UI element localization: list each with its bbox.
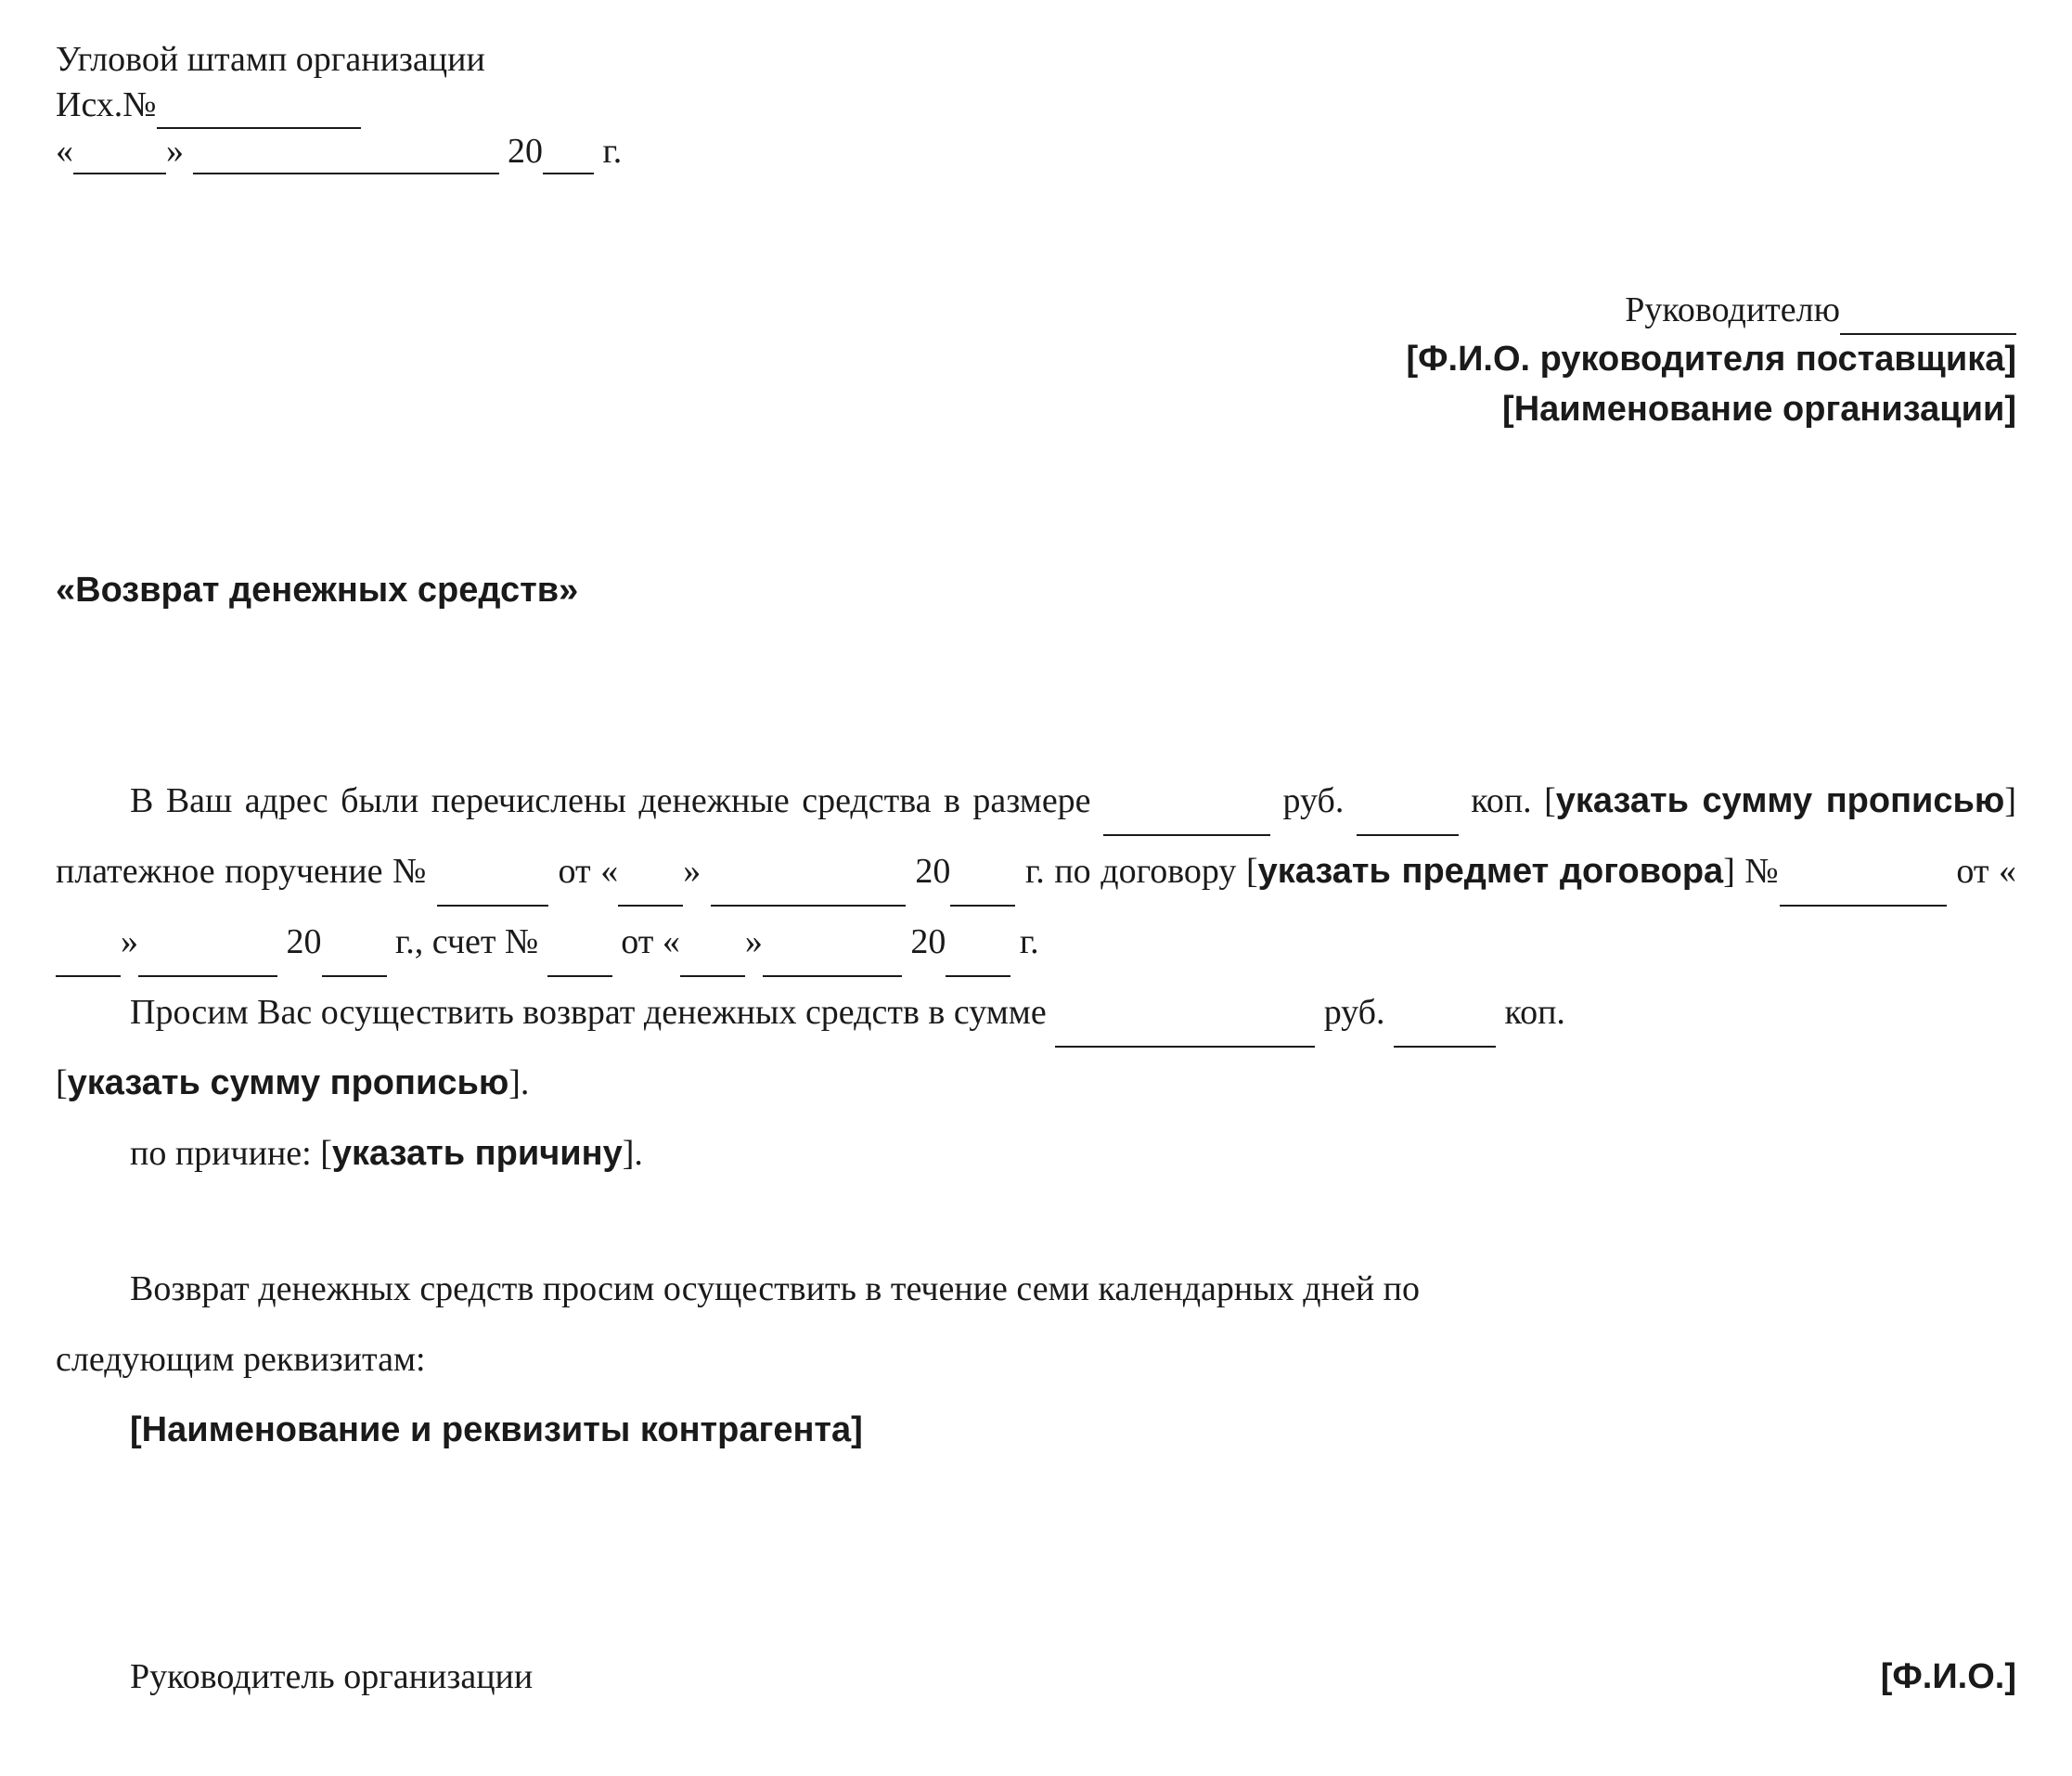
year-g: г. <box>594 132 622 171</box>
subject: «Возврат денежных средств» <box>56 564 2016 617</box>
signature-row: Руководитель организации [Ф.И.О.] <box>56 1651 2016 1704</box>
year-blank[interactable] <box>543 135 594 174</box>
amount-rub-blank[interactable] <box>1103 797 1270 836</box>
p1-cq3: » <box>745 922 763 961</box>
to-line: Руководителю <box>56 286 2016 335</box>
sum-words-placeholder: указать сумму прописью <box>1556 781 2005 820</box>
p1-inv: г., счет № <box>387 922 547 961</box>
p1-ot1: от « <box>548 852 618 891</box>
contract-num-blank[interactable] <box>1780 868 1947 907</box>
year-20: 20 <box>499 132 544 171</box>
p3-suffix: ]. <box>623 1134 643 1173</box>
paragraph-2: Просим Вас осуществить возврат денежных … <box>56 977 2016 1048</box>
refund-kop-blank[interactable] <box>1394 1009 1496 1048</box>
close-quote: » <box>166 132 184 171</box>
reason-placeholder: указать причину <box>332 1134 623 1173</box>
recipient-block: Руководителю [Ф.И.О. руководителя постав… <box>56 286 2016 434</box>
signer-role: Руководитель организации <box>130 1651 533 1704</box>
ref-number-blank[interactable] <box>157 90 361 129</box>
signer-fio: [Ф.И.О.] <box>1881 1651 2016 1704</box>
day-blank[interactable] <box>73 135 166 174</box>
p1-cq1: » <box>683 852 711 891</box>
contract-day-blank[interactable] <box>56 938 121 977</box>
paragraph-4b: следующим реквизитам: <box>56 1324 2016 1395</box>
contract-year-blank[interactable] <box>322 938 387 977</box>
po-day-blank[interactable] <box>618 868 683 907</box>
p2-rub: руб. <box>1315 993 1394 1032</box>
recipient-fio: [Ф.И.О. руководителя поставщика] <box>56 335 2016 384</box>
p2-close: ]. <box>508 1063 529 1102</box>
month-blank[interactable] <box>193 135 499 174</box>
paragraph-4a: Возврат денежных средств просим осуществ… <box>56 1254 2016 1324</box>
refund-rub-blank[interactable] <box>1055 1009 1315 1048</box>
recipient-org: [Наименование организации] <box>56 385 2016 434</box>
po-year-blank[interactable] <box>950 868 1015 907</box>
p2-kop: коп. <box>1496 993 1565 1032</box>
amount-kop-blank[interactable] <box>1357 797 1459 836</box>
po-month-blank[interactable] <box>711 868 906 907</box>
p1-ot3: от « <box>612 922 680 961</box>
paragraph-2b: [указать сумму прописью]. <box>56 1048 2016 1118</box>
p1-cnum: ] № <box>1723 852 1780 891</box>
paragraph-3: по причине: [указать причину]. <box>56 1118 2016 1189</box>
p1-y20-1: 20 <box>906 852 951 891</box>
outgoing-ref-line: Исх.№ <box>56 83 2016 128</box>
p1-y20-2: 20 <box>277 922 322 961</box>
to-label: Руководителю <box>1625 290 1840 329</box>
stamp-label: Угловой штамп организации <box>56 37 2016 83</box>
invoice-num-blank[interactable] <box>547 938 612 977</box>
p2-t1: Просим Вас осуществить возврат денежных … <box>130 993 1055 1032</box>
p1-ot2: от « <box>1947 852 2016 891</box>
to-blank[interactable] <box>1840 297 2016 336</box>
paragraph-1: В Ваш адрес были перечислены денежные ср… <box>56 766 2016 977</box>
refund-sum-words-placeholder: указать сумму прописью <box>68 1063 509 1102</box>
p1-yend1: г. по договору [ <box>1015 852 1257 891</box>
p3-prefix: по причине: [ <box>130 1134 332 1173</box>
open-quote: « <box>56 132 73 171</box>
invoice-month-blank[interactable] <box>763 938 902 977</box>
p1-y20-3: 20 <box>902 922 946 961</box>
invoice-year-blank[interactable] <box>946 938 1010 977</box>
ref-prefix: Исх.№ <box>56 85 157 124</box>
p2-open: [ <box>56 1063 68 1102</box>
p1-end: г. <box>1010 922 1038 961</box>
contract-month-blank[interactable] <box>138 938 277 977</box>
kop-label: коп. [ <box>1459 781 1556 820</box>
invoice-day-blank[interactable] <box>680 938 745 977</box>
p1-cq2: » <box>121 922 138 961</box>
payment-order-num-blank[interactable] <box>437 868 548 907</box>
letterhead-header: Угловой штамп организации Исх.№ « » 20 г. <box>56 37 2016 174</box>
paragraph-5: [Наименование и реквизиты контрагента] <box>56 1395 2016 1465</box>
body-text: В Ваш адрес были перечислены денежные ср… <box>56 766 2016 1465</box>
date-line: « » 20 г. <box>56 129 2016 174</box>
rub-label: руб. <box>1270 781 1357 820</box>
contract-subject-placeholder: указать предмет договора <box>1258 852 1724 891</box>
p1-t1: В Ваш адрес были перечислены денежные ср… <box>130 781 1103 820</box>
